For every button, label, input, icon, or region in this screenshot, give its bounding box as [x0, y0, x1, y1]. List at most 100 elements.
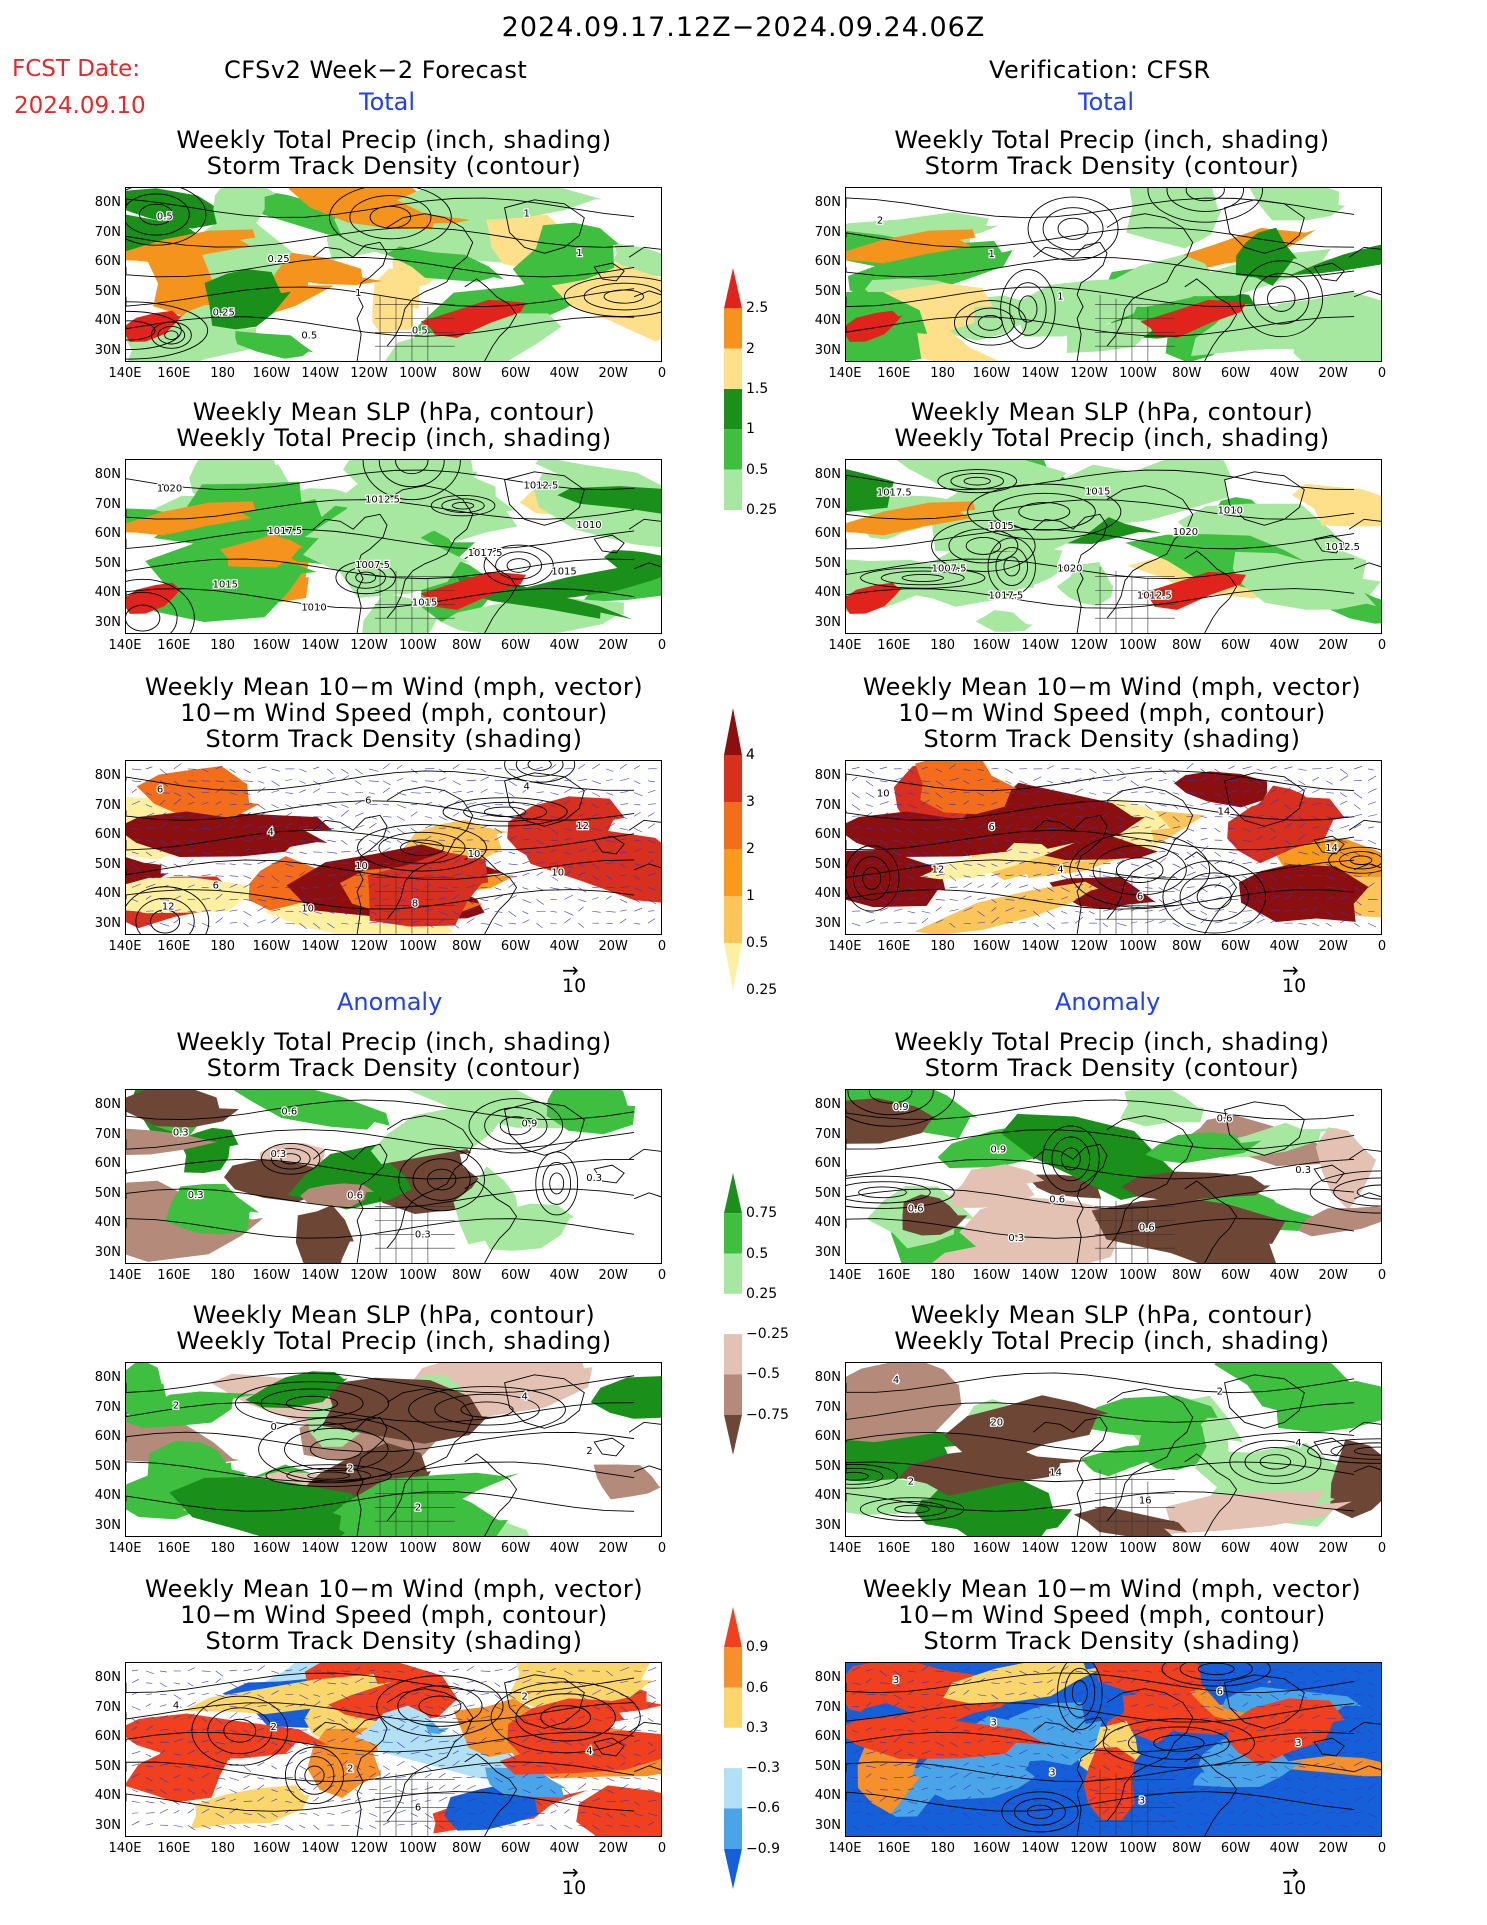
colorbar-label: 1 — [746, 888, 755, 904]
map-verification-storm-anomaly: 3 3 3 3 6 3 — [845, 1662, 1382, 1837]
shade-region — [1083, 1746, 1135, 1821]
precip-band — [126, 501, 256, 536]
forecast-column-title: CFSv2 Week−2 Forecast — [224, 56, 528, 84]
shade-region — [899, 1446, 1089, 1496]
fcst-date-label: FCST Date: — [12, 56, 140, 82]
shade-region — [576, 1785, 661, 1836]
colorbar-label: 0.3 — [746, 1719, 769, 1736]
latitude-tick-label: 40N — [814, 1788, 841, 1803]
coastline — [313, 1101, 661, 1263]
latitude-tick-label: 60N — [94, 526, 121, 541]
map-forecast-precip-anomaly: 0.3 0.3 0.6 0.3 0.9 0.3 0.3 0.6 — [125, 1089, 662, 1264]
longitude-tick-label: 0 — [1377, 366, 1387, 381]
shade-region — [911, 1760, 1036, 1801]
latitude-tick-label: 40N — [94, 585, 121, 600]
contour-lines — [846, 770, 1381, 934]
wind-vectors — [851, 1665, 1377, 1831]
longitude-tick-label: 120W — [1070, 939, 1108, 954]
contour-label: 0.6 — [1217, 1114, 1233, 1125]
latitude-tick-label: 70N — [94, 1399, 121, 1415]
longitude-tick-label: 160E — [877, 1541, 911, 1556]
longitude-tick-label: 20W — [598, 366, 628, 381]
panel-title: 10−m Wind Speed (mph, contour) — [898, 1601, 1326, 1629]
shade-region — [370, 1105, 509, 1165]
colorbar-storm-total — [724, 708, 742, 990]
panel-title: Weekly Total Precip (inch, shading) — [894, 424, 1330, 452]
longitude-tick-label: 160E — [877, 366, 911, 381]
contour-label: 6 — [213, 881, 219, 892]
longitude-tick-label: 140E — [828, 1268, 862, 1283]
longitude-tick-label: 160W — [252, 939, 291, 954]
shade-region — [1297, 1206, 1381, 1237]
longitude-tick-label: 20W — [598, 1841, 628, 1856]
longitude-tick-label: 140E — [108, 366, 142, 381]
longitude-tick-label: 0 — [1377, 939, 1387, 954]
latitude-tick-label: 40N — [814, 1215, 841, 1230]
shade-region — [1292, 483, 1381, 527]
longitude-tick-label: 80W — [1172, 1541, 1202, 1556]
longitude-tick-label: 100W — [1119, 366, 1157, 381]
map-canvas: 6 4 10 8 4 12 6 10 6 10 10 12 — [126, 761, 661, 934]
longitude-tick-label: 60W — [1220, 366, 1251, 381]
contour-label: 0.3 — [1295, 1165, 1311, 1176]
panel-title: Weekly Mean 10−m Wind (mph, vector) — [862, 1575, 1362, 1603]
longitude-tick-label: 20W — [1318, 1541, 1348, 1556]
colorbar-label: 0.6 — [746, 1679, 769, 1696]
storm-track-core — [1227, 1698, 1345, 1766]
shade-region — [535, 460, 661, 498]
shade-region — [385, 246, 504, 282]
latitude-tick-label: 50N — [814, 1185, 841, 1201]
longitude-tick-label: 20W — [1318, 366, 1348, 381]
contour-label: 3 — [893, 1675, 899, 1686]
shade-region — [1243, 188, 1346, 221]
map-forecast-slp-precip: 1020 1017.5 1007.5 1015 1012.5 1010 1015 1010 10… — [125, 459, 662, 634]
longitude-tick-label: 160W — [252, 1841, 291, 1856]
contour-label: 0.6 — [281, 1107, 297, 1118]
panel-title: Weekly Total Precip (inch, shading) — [176, 424, 612, 452]
contour-label: 0.25 — [267, 254, 289, 265]
longitude-tick-label: 60W — [500, 638, 531, 653]
contour-label: 1020 — [1057, 564, 1082, 575]
latitude-tick-label: 40N — [814, 585, 841, 600]
colorbar-svg — [724, 1173, 742, 1455]
contour-label: 1015 — [1085, 487, 1110, 498]
contour-label: 14 — [1325, 843, 1338, 854]
contour-label: 1 — [988, 249, 994, 260]
contour-label: 6 — [1137, 891, 1143, 902]
longitude-tick-label: 80W — [1172, 939, 1202, 954]
colorbar-label: −0.75 — [746, 1406, 789, 1423]
colorbar-label: 1 — [746, 421, 755, 438]
shade-region — [235, 331, 314, 359]
contour-label: 1 — [524, 209, 530, 220]
longitude-tick-label: 180 — [210, 366, 236, 381]
panel-title: Weekly Mean SLP (hPa, contour) — [910, 1301, 1314, 1329]
shade-region — [593, 1464, 661, 1500]
longitude-tick-label: 180 — [930, 638, 956, 653]
contour-label: 1015 — [551, 567, 576, 578]
latitude-tick-label: 80N — [814, 1670, 841, 1685]
latitude-tick-label: 30N — [814, 1244, 841, 1260]
longitude-tick-label: 140E — [828, 366, 862, 381]
longitude-tick-label: 140E — [108, 1268, 142, 1283]
map-verification-slp-precip: 1017.5 1015 1020 1012.5 1010 1012.5 1007.5 1017… — [845, 459, 1382, 634]
colorbar-swatch — [724, 1607, 742, 1648]
longitude-tick-label: 140W — [1021, 1268, 1060, 1283]
contour-label: 6 — [157, 785, 163, 796]
contour-label: 1017.5 — [267, 526, 302, 537]
longitude-tick-label: 120W — [1070, 366, 1108, 381]
colorbar-swatch — [724, 896, 742, 943]
longitude-tick-label: 80W — [1172, 366, 1202, 381]
shade-region — [1121, 1171, 1271, 1202]
latitude-tick-label: 60N — [814, 526, 841, 541]
contour-label: 1017.5 — [877, 488, 912, 499]
shade-region — [914, 881, 1099, 934]
shade-region — [1030, 1174, 1113, 1199]
panel-title: Storm Track Density (contour) — [924, 152, 1300, 180]
longitude-tick-label: 60W — [500, 1841, 531, 1856]
longitude-tick-label: 100W — [399, 638, 437, 653]
latitude-tick-label: 60N — [814, 1429, 841, 1444]
longitude-tick-label: 140E — [108, 939, 142, 954]
shade-region — [126, 877, 250, 914]
contour-label: 1 — [576, 248, 582, 259]
map-canvas: 4 2 2 6 2 4 — [126, 1663, 661, 1836]
